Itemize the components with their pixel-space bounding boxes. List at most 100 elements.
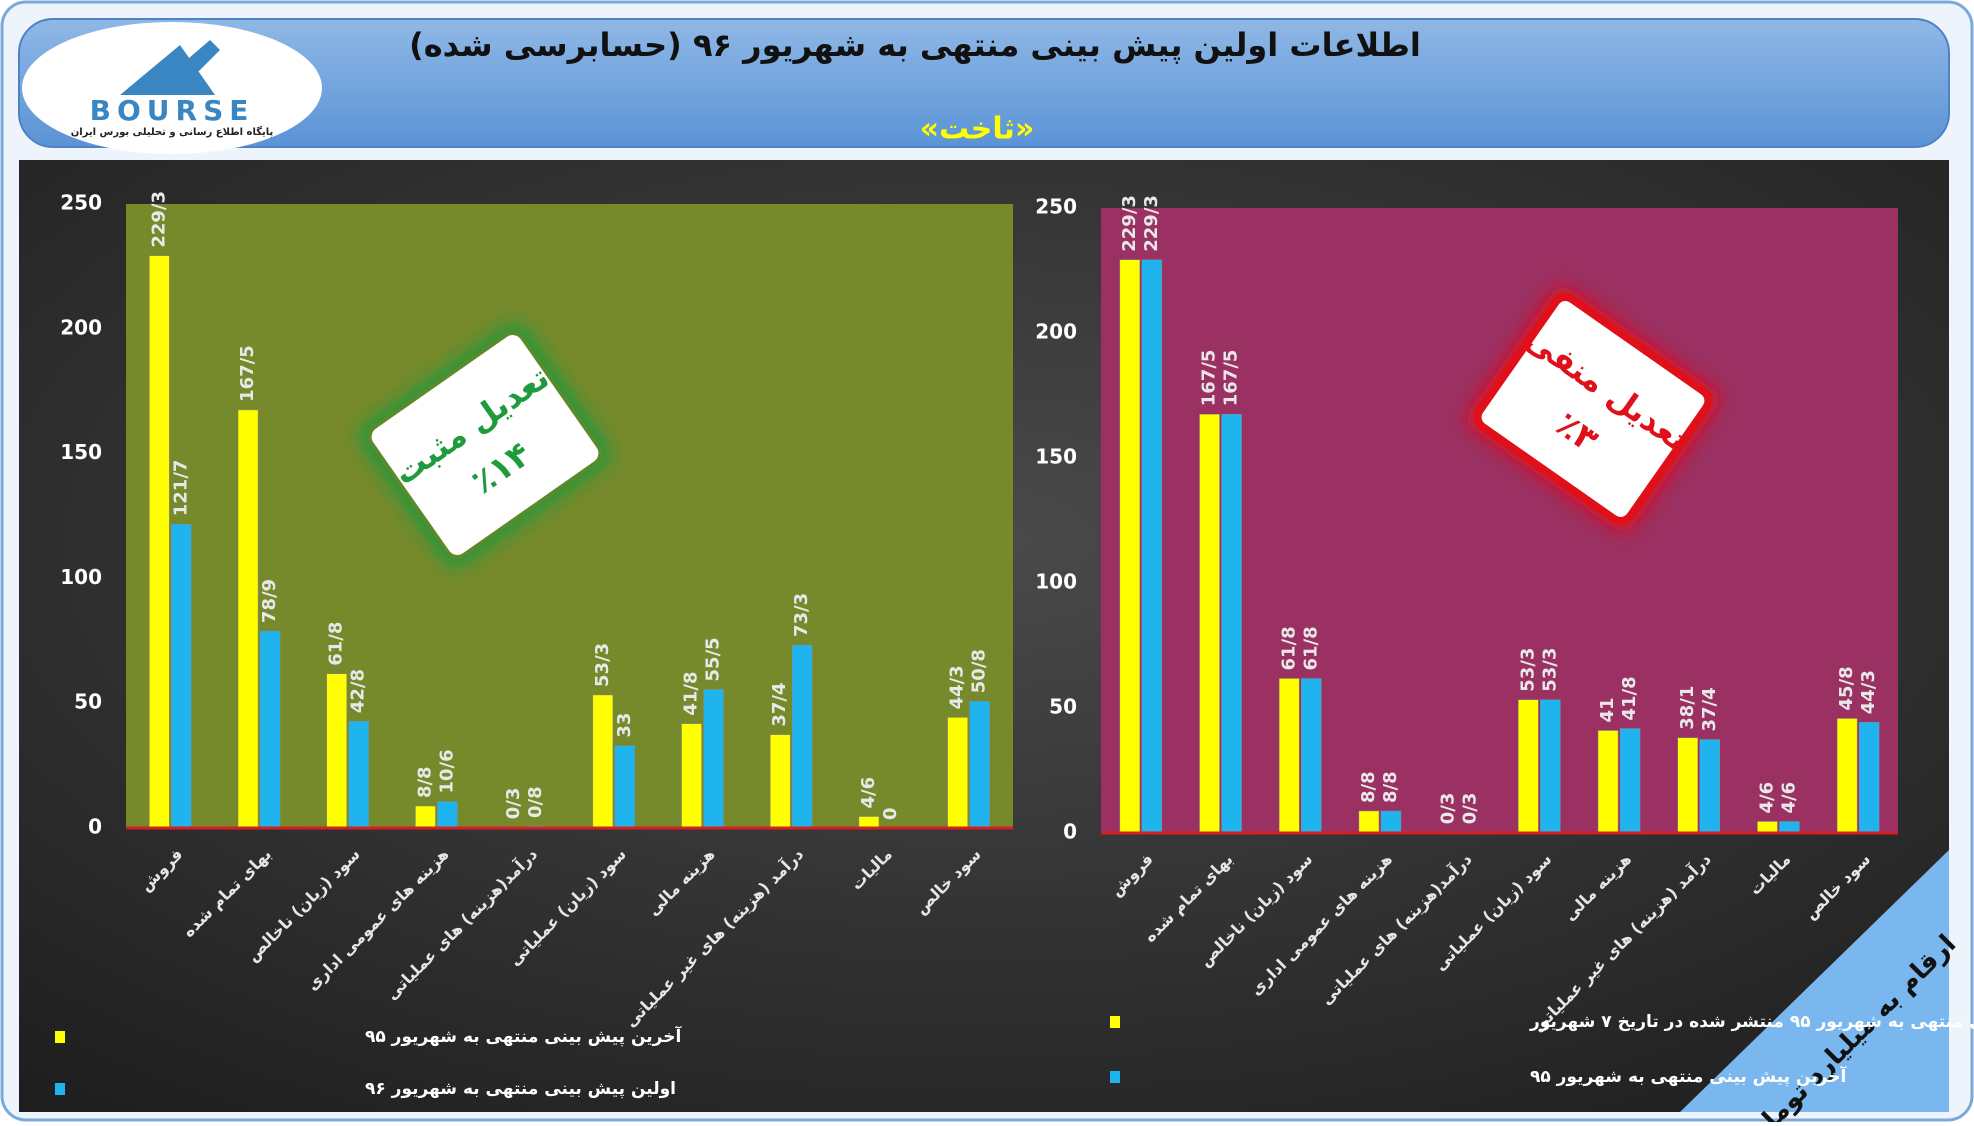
data-label: 0 [880,807,901,820]
data-label: 61/8 [1300,626,1321,670]
y-tick-label: 100 [1035,570,1077,594]
y-tick-label: 200 [1035,320,1077,344]
data-label: 0/3 [1460,793,1481,825]
bar [1141,259,1163,834]
bar [969,700,990,829]
legend-label: آخرین پیش بینی منتهی به شهریور ۹۵ [1530,1065,1847,1087]
bar [858,816,880,829]
bar [259,630,281,829]
logo-tagline: پایگاه اطلاع رسانی و تحلیلی بورس ایران [71,125,274,138]
data-label: 10/6 [436,749,457,793]
data-label: 8/8 [414,766,435,798]
plot-area [1101,208,1898,833]
plot-area [126,204,1013,828]
bar [1836,718,1858,834]
data-label: 4/6 [858,777,879,809]
data-label: 0/8 [525,786,546,818]
badge-box [367,331,603,559]
badge: تعدیل مثبت٪۱۴ [359,323,611,567]
bar [326,673,347,829]
bar [681,723,702,829]
bar [171,523,192,829]
bar [237,409,259,829]
y-tick-label: 200 [60,315,102,339]
data-label: 44/3 [1858,670,1879,714]
data-label: 8/8 [1358,771,1379,803]
data-label: 53/3 [1539,648,1560,692]
bar [415,805,436,829]
title: اطلاعات اولین پیش بینی منتهی به شهریور ۹… [409,26,1421,64]
y-tick-label: 150 [60,440,102,464]
bar [1279,678,1300,834]
data-label: 45/8 [1836,666,1857,710]
legend-swatch [1110,1016,1120,1028]
header [18,18,1950,148]
y-tick-label: 50 [74,690,102,714]
data-label: 61/8 [1278,626,1299,670]
badge: تعدیل منفی٪۳ [1467,287,1719,531]
bar [947,717,968,829]
data-label: 0/3 [503,788,524,820]
bar [1540,699,1561,834]
subtitle: «ثاخت» [920,112,1035,147]
data-label: 78/9 [259,579,280,623]
bar [1119,259,1141,834]
bar [1358,810,1380,834]
y-tick-label: 250 [1035,195,1077,219]
bar [1677,737,1698,834]
data-label: 53/3 [1517,648,1538,692]
logo-text: BOURSE [90,94,255,127]
legend-swatch [55,1083,65,1095]
y-tick-label: 150 [1035,445,1077,469]
y-tick-label: 0 [88,815,102,839]
data-label: 42/8 [348,669,369,713]
bar [1301,678,1322,834]
data-label: 55/5 [703,637,724,681]
data-label: 41 [1597,697,1618,722]
bar [1779,821,1800,834]
data-label: 121/7 [170,460,191,517]
bar [348,720,369,829]
bar [1858,722,1880,834]
data-label: 41/8 [681,672,702,716]
data-label: 53/3 [592,643,613,687]
legend-label: اولین پیش بینی منتهی به شهریور ۹۶ [365,1079,676,1099]
bar [1221,414,1242,834]
data-label: 37/4 [769,682,790,726]
logo-mark [120,40,220,95]
bar [592,694,614,829]
y-tick-label: 0 [1063,820,1077,844]
data-label: 50/8 [969,649,990,693]
data-label: 167/5 [1199,350,1220,407]
data-label: 4/6 [1756,782,1777,814]
bar [1518,699,1539,834]
data-label: 73/3 [791,593,812,637]
note-bg [1680,850,1949,1112]
legend-label: آخرین پیش بینی منتهی به شهریور ۹۵ [365,1025,682,1047]
bar [1597,730,1619,834]
badge-box [1473,293,1713,525]
bar [149,255,170,829]
legend-swatch [55,1031,65,1043]
bar [1619,728,1641,834]
data-label: 167/5 [1221,350,1242,407]
data-label: 41/8 [1619,676,1640,720]
y-tick-label: 250 [60,191,102,215]
bar [1380,810,1402,834]
bar [437,801,458,829]
data-label: 33 [614,713,635,738]
data-label: 44/3 [947,665,968,709]
y-tick-label: 50 [1049,695,1077,719]
bar [792,644,813,829]
bar [1699,739,1720,834]
data-label: 37/4 [1699,687,1720,731]
bar [614,745,636,829]
data-label: 8/8 [1380,771,1401,803]
data-label: 0/3 [1438,793,1459,825]
data-label: 38/1 [1677,686,1698,730]
bar [1199,414,1220,834]
bar [703,689,724,829]
bar [1757,821,1778,834]
legend-label: پیش بینی منتهی به شهریور ۹۵ منتشر شده در… [1529,1012,1974,1032]
